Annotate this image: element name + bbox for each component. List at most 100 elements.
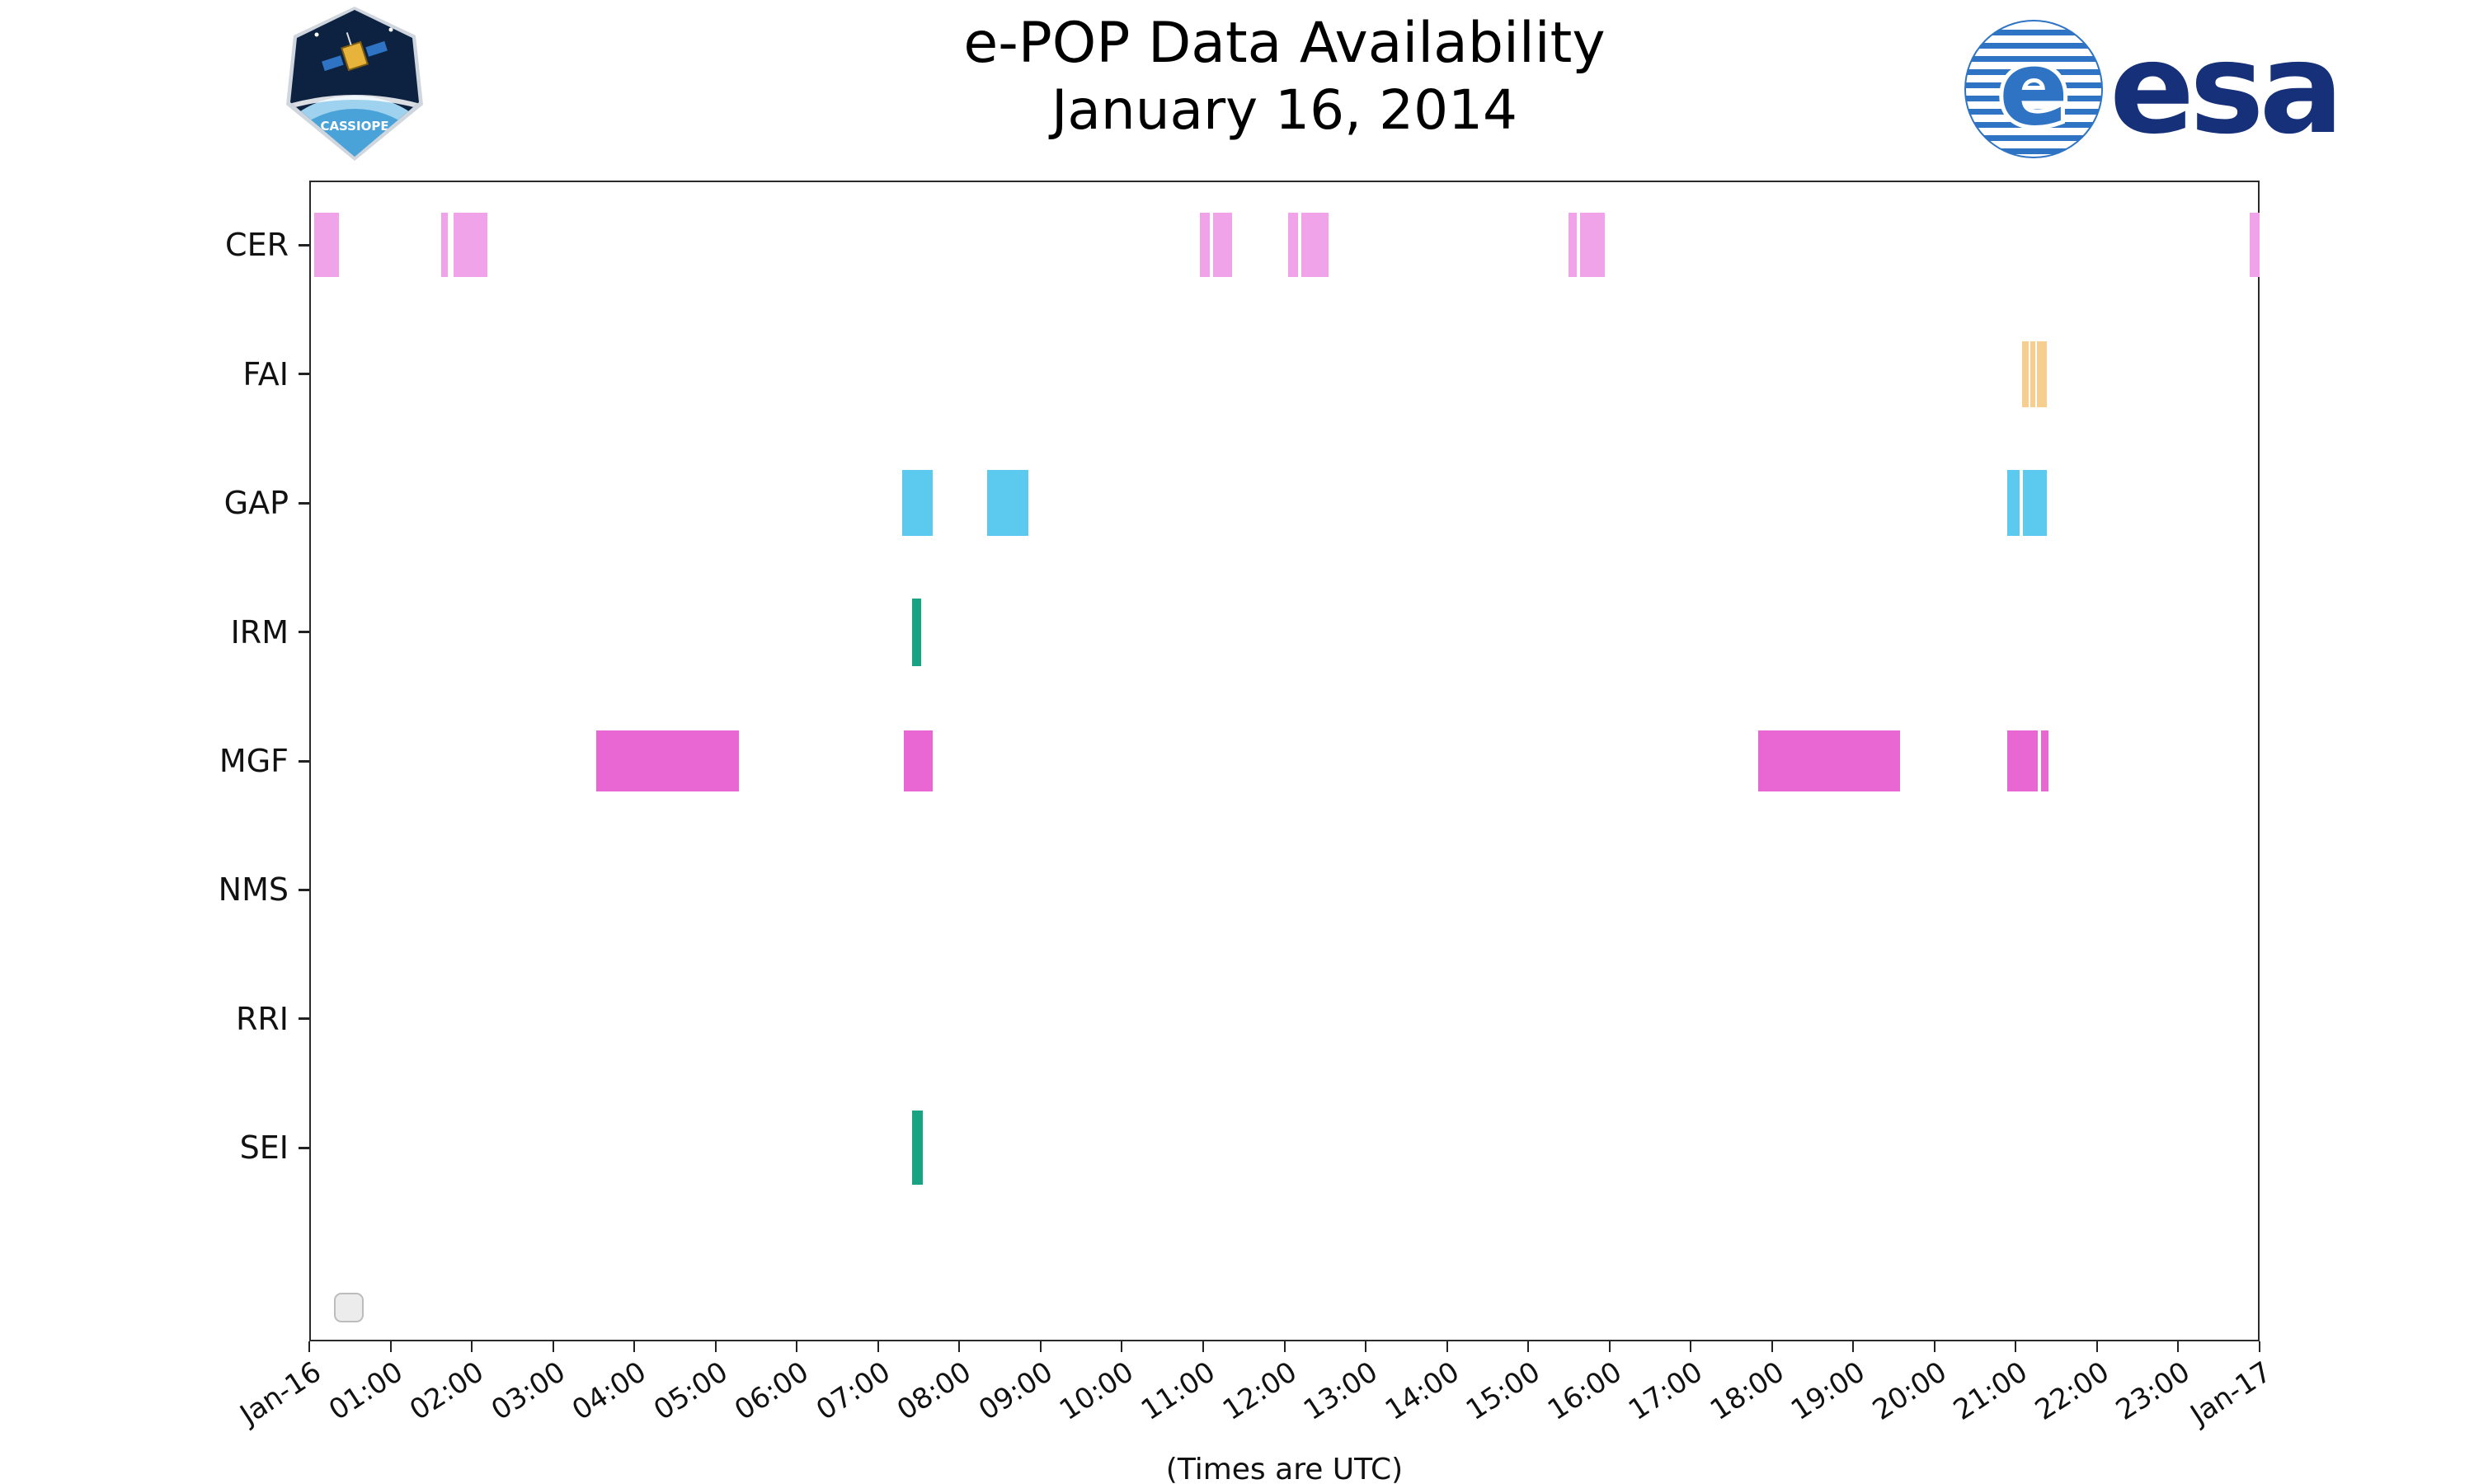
x-tick-label: 07:00 xyxy=(810,1355,896,1427)
esa-globe-icon: e xyxy=(1964,20,2103,158)
y-tick-mark xyxy=(299,631,309,634)
y-tick-mark xyxy=(299,888,309,891)
x-tick-mark xyxy=(1608,1341,1611,1352)
x-tick-label: 21:00 xyxy=(1948,1355,2034,1427)
x-tick-mark xyxy=(2259,1341,2260,1352)
x-tick-mark xyxy=(1771,1341,1773,1352)
availability-bar-mgf xyxy=(2040,730,2048,791)
x-tick-label: 06:00 xyxy=(729,1355,816,1427)
x-tick-label: 14:00 xyxy=(1379,1355,1465,1427)
availability-bar-cer xyxy=(440,213,448,278)
x-tick-mark xyxy=(1202,1341,1204,1352)
x-tick-label: 19:00 xyxy=(1785,1355,1872,1427)
availability-bar-cer xyxy=(1569,213,1578,278)
x-tick-label: 03:00 xyxy=(485,1355,571,1427)
x-tick-label: 10:00 xyxy=(1054,1355,1141,1427)
y-axis-label-rri: RRI xyxy=(235,1000,289,1037)
x-tick-mark xyxy=(2015,1341,2017,1352)
chart-title: e-POP Data Availability xyxy=(963,11,1606,76)
x-tick-label: 20:00 xyxy=(1866,1355,1953,1427)
x-tick-label: Jan-16 xyxy=(234,1355,327,1432)
y-axis-label-nms: NMS xyxy=(218,871,289,909)
x-tick-mark xyxy=(389,1341,392,1352)
x-tick-label: 23:00 xyxy=(2110,1355,2197,1427)
x-tick-label: 02:00 xyxy=(403,1355,490,1427)
x-tick-mark xyxy=(1446,1341,1448,1352)
availability-bar-fai xyxy=(2036,340,2047,407)
cassiope-patch-icon: CASSIOPE xyxy=(286,7,423,161)
x-tick-mark xyxy=(958,1341,961,1352)
x-tick-mark xyxy=(1933,1341,1935,1352)
availability-bar-gap xyxy=(902,470,933,537)
x-tick-mark xyxy=(1283,1341,1286,1352)
x-tick-mark xyxy=(1039,1341,1042,1352)
x-tick-mark xyxy=(1121,1341,1123,1352)
y-tick-mark xyxy=(299,1017,309,1021)
x-tick-label: 09:00 xyxy=(972,1355,1059,1427)
y-axis-label-cer: CER xyxy=(225,227,289,264)
x-tick-mark xyxy=(1527,1341,1530,1352)
x-tick-label: 15:00 xyxy=(1460,1355,1546,1427)
availability-bar-mgf xyxy=(1757,730,1901,791)
x-tick-mark xyxy=(714,1341,717,1352)
x-tick-label: 16:00 xyxy=(1541,1355,1628,1427)
esa-wordmark: esa xyxy=(2109,16,2344,162)
availability-bar-fai xyxy=(2022,340,2030,407)
availability-bar-cer xyxy=(313,213,340,278)
availability-bar-cer xyxy=(454,213,487,278)
x-tick-mark xyxy=(471,1341,473,1352)
availability-bar-fai xyxy=(2030,340,2036,407)
availability-bar-irm xyxy=(912,598,921,666)
x-tick-mark xyxy=(2095,1341,2098,1352)
esa-globe-letter: e xyxy=(1999,30,2068,148)
y-tick-mark xyxy=(299,1146,309,1149)
title-block: e-POP Data Availability January 16, 2014 xyxy=(309,12,2260,142)
x-tick-mark xyxy=(552,1341,554,1352)
availability-bar-mgf xyxy=(904,730,933,791)
esa-logo: e esa xyxy=(1963,16,2344,162)
x-tick-label: 08:00 xyxy=(891,1355,978,1427)
x-tick-label: 22:00 xyxy=(2029,1355,2115,1427)
availability-bar-cer xyxy=(1212,213,1233,278)
chart-subtitle: January 16, 2014 xyxy=(1051,78,1518,142)
y-tick-mark xyxy=(299,373,309,376)
x-tick-mark xyxy=(877,1341,879,1352)
availability-bar-cer xyxy=(1200,213,1210,278)
y-axis-label-sei: SEI xyxy=(239,1129,289,1167)
patch-label: CASSIOPE xyxy=(320,119,388,134)
availability-bar-mgf xyxy=(2006,730,2038,791)
y-tick-mark xyxy=(299,759,309,763)
x-tick-mark xyxy=(796,1341,798,1352)
x-tick-label: 05:00 xyxy=(647,1355,734,1427)
x-tick-mark xyxy=(2177,1341,2180,1352)
availability-bar-sei xyxy=(912,1111,923,1186)
availability-bar-cer xyxy=(2250,213,2260,278)
x-tick-label: 04:00 xyxy=(566,1355,652,1427)
availability-bar-gap xyxy=(2023,470,2047,537)
x-tick-label: Jan-17 xyxy=(2185,1355,2278,1432)
availability-bar-gap xyxy=(2006,470,2020,537)
x-tick-label: 17:00 xyxy=(1623,1355,1709,1427)
y-tick-mark xyxy=(299,243,309,247)
cassiope-mission-patch: CASSIOPE xyxy=(284,5,426,165)
x-tick-label: 18:00 xyxy=(1704,1355,1790,1427)
x-tick-label: 11:00 xyxy=(1135,1355,1221,1427)
x-axis-caption: (Times are UTC) xyxy=(1165,1453,1404,1484)
x-tick-label: 01:00 xyxy=(322,1355,409,1427)
y-axis-label-gap: GAP xyxy=(223,485,289,522)
plot-corner-button[interactable] xyxy=(334,1293,364,1322)
x-tick-label: 12:00 xyxy=(1216,1355,1303,1427)
x-tick-label: 13:00 xyxy=(1297,1355,1384,1427)
availability-bar-mgf xyxy=(595,730,740,791)
availability-bar-gap xyxy=(986,470,1029,537)
availability-bar-cer xyxy=(1288,213,1299,278)
y-axis-label-fai: FAI xyxy=(242,355,289,392)
x-tick-mark xyxy=(1365,1341,1367,1352)
x-tick-mark xyxy=(633,1341,636,1352)
availability-bar-cer xyxy=(1301,213,1329,278)
availability-bar-cer xyxy=(1580,213,1605,278)
x-tick-mark xyxy=(1852,1341,1855,1352)
y-tick-mark xyxy=(299,501,309,505)
y-axis-label-mgf: MGF xyxy=(219,743,289,779)
